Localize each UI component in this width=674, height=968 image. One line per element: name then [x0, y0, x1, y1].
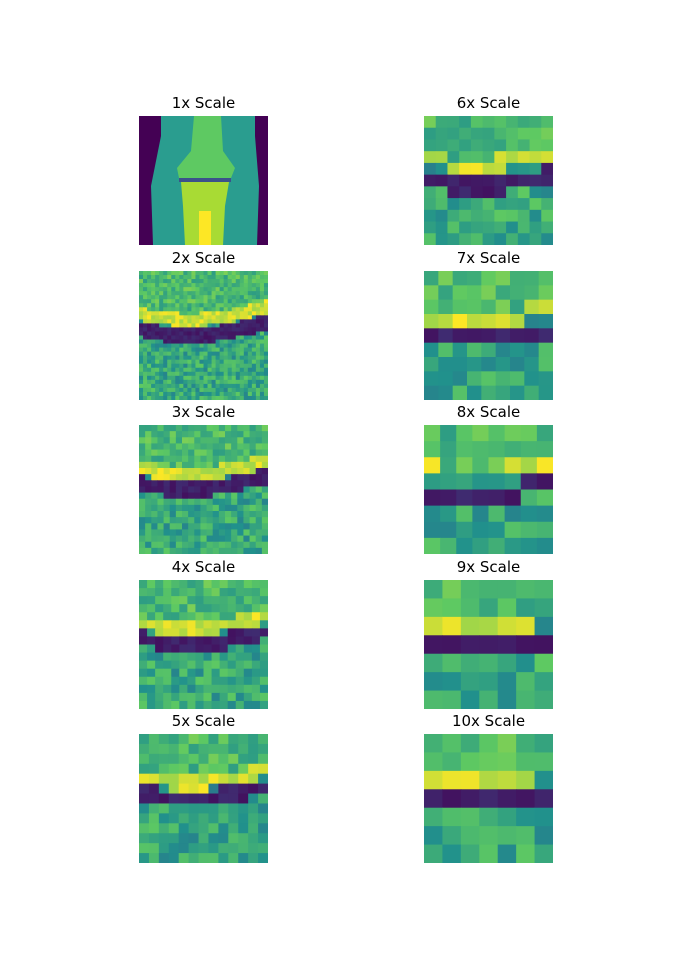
- xray-image: [424, 425, 553, 554]
- panel-title: 9x Scale: [456, 558, 521, 576]
- scale-image-panel: [139, 580, 268, 709]
- panel-title: 1x Scale: [171, 94, 236, 112]
- scale-image-panel: [424, 580, 553, 709]
- scale-image-panel: [424, 734, 553, 863]
- scale-image-panel: [139, 271, 268, 400]
- scale-image-panel: [424, 271, 553, 400]
- scale-image-panel: [139, 116, 268, 245]
- xray-image: [139, 425, 268, 554]
- xray-image: [424, 116, 553, 245]
- xray-image: [424, 580, 553, 709]
- panel-title: 2x Scale: [171, 249, 236, 267]
- panel-title: 3x Scale: [171, 403, 236, 421]
- xray-image: [139, 580, 268, 709]
- scale-image-panel: [424, 116, 553, 245]
- panel-title: 7x Scale: [456, 249, 521, 267]
- panel-title: 4x Scale: [171, 558, 236, 576]
- xray-image: [424, 734, 553, 863]
- panel-title: 10x Scale: [451, 712, 526, 730]
- panel-title: 8x Scale: [456, 403, 521, 421]
- xray-image: [424, 271, 553, 400]
- scale-image-panel: [139, 425, 268, 554]
- scale-image-panel: [424, 425, 553, 554]
- xray-image: [139, 271, 268, 400]
- xray-image: [139, 116, 268, 245]
- panel-title: 6x Scale: [456, 94, 521, 112]
- xray-image: [139, 734, 268, 863]
- panel-title: 5x Scale: [171, 712, 236, 730]
- scale-image-panel: [139, 734, 268, 863]
